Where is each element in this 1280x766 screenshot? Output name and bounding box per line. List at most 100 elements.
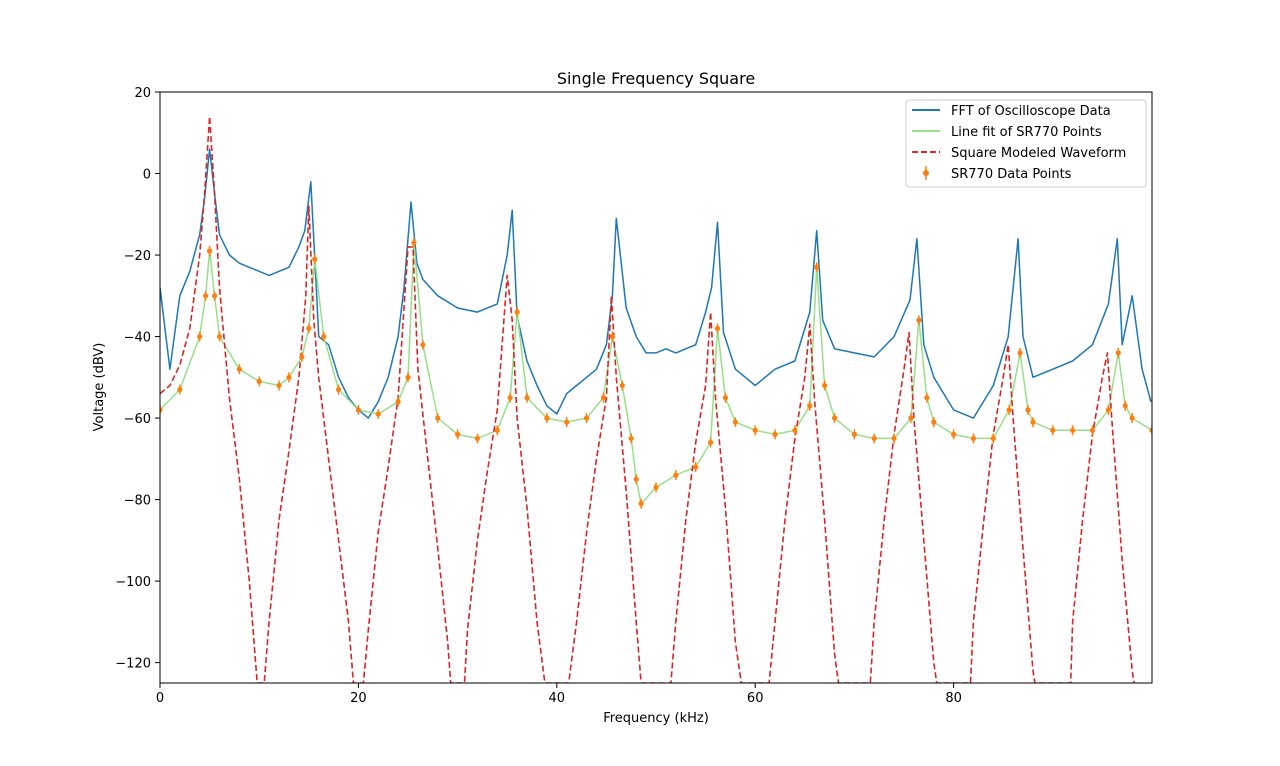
sr770-data-point xyxy=(619,382,625,389)
sr770-data-point xyxy=(1115,350,1121,356)
sr770-data-point xyxy=(203,293,209,299)
legend-label-points: SR770 Data Points xyxy=(951,167,1072,182)
sr770-data-point xyxy=(807,403,813,409)
x-tick-label: 60 xyxy=(747,691,764,706)
sr770-data-point xyxy=(335,386,342,393)
sr770-data-point xyxy=(693,464,699,470)
legend-label-square: Square Modeled Waveform xyxy=(951,146,1126,161)
legend-box xyxy=(905,99,1147,188)
sr770-data-point xyxy=(714,325,721,331)
sr770-data-point xyxy=(908,415,914,421)
sr770-data-point xyxy=(1017,350,1023,356)
sr770-data-point xyxy=(544,415,550,421)
sr770-data-point xyxy=(236,366,242,372)
legend-label-fft: FFT of Oscilloscope Data xyxy=(951,104,1111,119)
sr770-data-point xyxy=(772,431,778,437)
sr770-data-point xyxy=(931,419,937,425)
sr770-data-point xyxy=(564,419,570,425)
y-tick-label: −20 xyxy=(124,249,151,264)
x-tick-label: 40 xyxy=(549,691,566,706)
sr770-data-point xyxy=(514,309,520,315)
sr770-data-point xyxy=(1122,403,1128,409)
sr770-data-point xyxy=(732,419,738,425)
sr770-data-point xyxy=(1070,427,1076,433)
sr770-data-point xyxy=(970,435,977,442)
y-tick-label: −120 xyxy=(115,657,151,672)
sr770-data-point xyxy=(638,501,644,507)
line-fit xyxy=(160,242,1152,505)
y-tick-label: −40 xyxy=(124,331,151,346)
sr770-data-point xyxy=(1129,415,1135,421)
sr770-data-point xyxy=(1030,419,1036,425)
sr770-data-point xyxy=(211,293,218,299)
sr770-data-point xyxy=(814,264,820,270)
sr770-data-point xyxy=(411,240,417,246)
sr770-data-point xyxy=(951,431,957,437)
sr770-data-point xyxy=(524,395,530,401)
sr770-data-point xyxy=(609,333,615,340)
sr770-data-point xyxy=(395,399,401,405)
x-tick-label: 0 xyxy=(156,691,164,706)
sr770-data-point xyxy=(197,333,203,340)
sr770-data-point xyxy=(435,415,441,421)
sr770-data-point xyxy=(355,407,361,413)
sr770-data-point xyxy=(160,407,163,413)
y-tick-label: 20 xyxy=(134,86,151,101)
y-tick-label: −100 xyxy=(115,575,151,590)
x-axis: 0 20 40 60 80 xyxy=(156,683,962,706)
series-line-fit-sr770 xyxy=(160,242,1152,505)
fft-line xyxy=(160,148,1152,419)
series-sr770-points xyxy=(160,237,1152,509)
y-tick-label: −80 xyxy=(124,494,151,509)
sr770-data-point xyxy=(375,411,381,417)
square-modeled-line xyxy=(160,115,1135,683)
sr770-data-point xyxy=(916,317,922,323)
sr770-data-point xyxy=(1050,427,1056,433)
sr770-data-point xyxy=(321,333,327,340)
sr770-data-point xyxy=(1105,407,1111,413)
sr770-data-point xyxy=(752,427,758,433)
y-tick-label: 0 xyxy=(143,168,151,183)
sr770-data-point xyxy=(924,395,930,401)
sr770-data-point xyxy=(286,374,292,380)
x-tick-label: 80 xyxy=(945,691,962,706)
sr770-data-point xyxy=(494,427,500,433)
y-axis-label: Voltage (dBV) xyxy=(92,343,107,432)
sr770-data-point xyxy=(707,439,714,446)
sr770-data-point xyxy=(299,354,305,360)
sr770-data-point xyxy=(207,248,213,254)
series-fft-oscilloscope xyxy=(160,148,1152,419)
sr770-data-point xyxy=(455,431,461,437)
legend: FFT of Oscilloscope Data Line fit of SR7… xyxy=(905,99,1147,188)
sr770-data-point xyxy=(831,415,838,421)
sr770-data-point xyxy=(1149,427,1152,433)
sr770-data-point xyxy=(507,395,513,401)
sr770-data-point xyxy=(474,435,481,442)
sr770-data-point xyxy=(405,374,411,380)
y-axis: 20 0 −20 −40 −60 −80 −100 −120 xyxy=(115,86,160,672)
sr770-data-point xyxy=(1006,407,1012,413)
sr770-data-point xyxy=(722,395,729,401)
sr770-data-point xyxy=(216,333,223,340)
sr770-data-point xyxy=(851,431,858,437)
sr770-data-point xyxy=(891,435,897,442)
plot-series xyxy=(160,115,1152,683)
sr770-data-point xyxy=(312,256,318,262)
legend-label-fit: Line fit of SR770 Points xyxy=(951,125,1102,140)
sr770-data-point xyxy=(177,386,183,393)
x-tick-label: 20 xyxy=(350,691,367,706)
sr770-data-point xyxy=(583,415,590,421)
sr770-data-point xyxy=(420,342,426,348)
plot-frame xyxy=(159,91,1153,684)
sr770-data-point xyxy=(673,472,679,478)
sr770-data-point xyxy=(1025,407,1031,413)
sr770-data-point xyxy=(306,325,312,331)
sr770-data-point xyxy=(792,427,798,433)
chart-title: Single Frequency Square xyxy=(557,69,755,88)
sr770-data-point xyxy=(600,395,607,401)
sr770-data-point xyxy=(633,476,639,482)
series-square-modeled xyxy=(160,115,1135,683)
sr770-data-point xyxy=(653,484,659,490)
sr770-data-point xyxy=(871,435,877,442)
